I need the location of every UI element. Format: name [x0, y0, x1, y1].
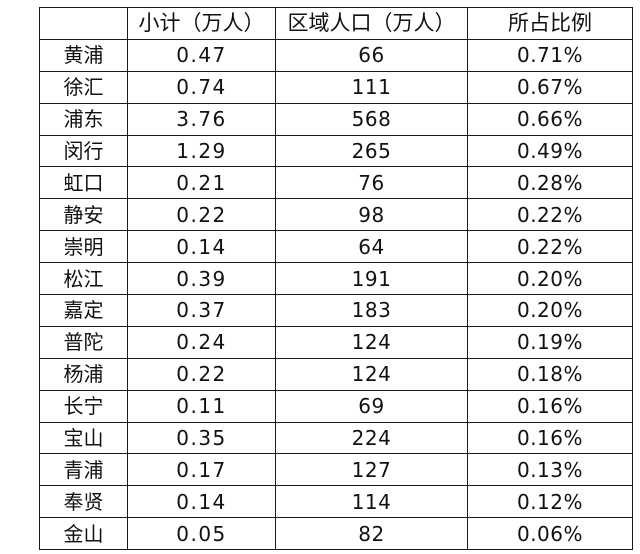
population-cell[interactable]: 127 — [275, 453, 468, 487]
subtotal-cell[interactable]: 0.05 — [127, 517, 276, 551]
population-cell[interactable]: 64 — [275, 230, 468, 264]
district-cell[interactable]: 青浦 — [39, 453, 128, 487]
header-row: 小计（万人） 区域人口（万人） 所占比例 — [39, 7, 633, 40]
subtotal-cell[interactable]: 0.14 — [127, 485, 276, 519]
table-row: 浦东 3.76 568 0.66% — [39, 102, 633, 136]
table-row: 宝山 0.35 224 0.16% — [39, 421, 633, 455]
table-row: 金山 0.05 82 0.06% — [39, 517, 633, 551]
district-cell[interactable]: 浦东 — [39, 102, 128, 136]
district-cell[interactable]: 杨浦 — [39, 357, 128, 391]
subtotal-cell[interactable]: 0.17 — [127, 453, 276, 487]
ratio-cell[interactable]: 0.19% — [467, 325, 633, 359]
subtotal-cell[interactable]: 1.29 — [127, 134, 276, 168]
district-cell[interactable]: 静安 — [39, 198, 128, 232]
header-cell-corner[interactable] — [39, 7, 128, 40]
district-cell[interactable]: 普陀 — [39, 325, 128, 359]
subtotal-cell[interactable]: 0.22 — [127, 357, 276, 391]
table-row: 嘉定 0.37 183 0.20% — [39, 294, 633, 327]
table-row: 虹口 0.21 76 0.28% — [39, 166, 633, 200]
subtotal-cell[interactable]: 0.74 — [127, 70, 276, 104]
population-cell[interactable]: 69 — [275, 389, 468, 423]
ratio-cell[interactable]: 0.20% — [467, 262, 633, 296]
population-table: 小计（万人） 区域人口（万人） 所占比例 黄浦 0.47 66 0.71% 徐汇 0.74… — [39, 7, 633, 551]
district-cell[interactable]: 长宁 — [39, 389, 128, 423]
ratio-cell[interactable]: 0.49% — [467, 134, 633, 168]
table-body: 黄浦 0.47 66 0.71% 徐汇 0.74 111 0.67% 浦东 3.76 568 0.66… — [39, 38, 633, 551]
subtotal-cell[interactable]: 0.22 — [127, 198, 276, 232]
table-row: 松江 0.39 191 0.20% — [39, 262, 633, 296]
district-cell[interactable]: 黄浦 — [39, 38, 128, 72]
population-cell[interactable]: 111 — [275, 70, 468, 104]
subtotal-cell[interactable]: 0.21 — [127, 166, 276, 200]
subtotal-cell[interactable]: 0.24 — [127, 325, 276, 359]
population-cell[interactable]: 82 — [275, 517, 468, 551]
population-cell[interactable]: 114 — [275, 485, 468, 519]
population-cell[interactable]: 224 — [275, 421, 468, 455]
ratio-cell[interactable]: 0.67% — [467, 70, 633, 104]
ratio-cell[interactable]: 0.18% — [467, 357, 633, 391]
district-cell[interactable]: 奉贤 — [39, 485, 128, 519]
table-row: 奉贤 0.14 114 0.12% — [39, 485, 633, 519]
population-cell[interactable]: 191 — [275, 262, 468, 296]
ratio-cell[interactable]: 0.16% — [467, 421, 633, 455]
ratio-cell[interactable]: 0.13% — [467, 453, 633, 487]
district-cell[interactable]: 松江 — [39, 262, 128, 296]
table-row: 崇明 0.14 64 0.22% — [39, 230, 633, 264]
subtotal-cell[interactable]: 0.14 — [127, 230, 276, 264]
ratio-cell[interactable]: 0.28% — [467, 166, 633, 200]
district-cell[interactable]: 闵行 — [39, 134, 128, 168]
population-cell[interactable]: 76 — [275, 166, 468, 200]
population-cell[interactable]: 124 — [275, 325, 468, 359]
table-row: 青浦 0.17 127 0.13% — [39, 453, 633, 487]
header-cell-population[interactable]: 区域人口（万人） — [275, 7, 468, 40]
ratio-cell[interactable]: 0.20% — [467, 294, 633, 327]
header-cell-subtotal[interactable]: 小计（万人） — [127, 7, 276, 40]
table-row: 黄浦 0.47 66 0.71% — [39, 38, 633, 72]
subtotal-cell[interactable]: 0.39 — [127, 262, 276, 296]
district-cell[interactable]: 崇明 — [39, 230, 128, 264]
subtotal-cell[interactable]: 0.47 — [127, 38, 276, 72]
ratio-cell[interactable]: 0.71% — [467, 38, 633, 72]
ratio-cell[interactable]: 0.66% — [467, 102, 633, 136]
district-cell[interactable]: 嘉定 — [39, 294, 128, 327]
table-row: 闵行 1.29 265 0.49% — [39, 134, 633, 168]
ratio-cell[interactable]: 0.06% — [467, 517, 633, 551]
population-cell[interactable]: 265 — [275, 134, 468, 168]
table-row: 徐汇 0.74 111 0.67% — [39, 70, 633, 104]
table-row: 杨浦 0.22 124 0.18% — [39, 357, 633, 391]
ratio-cell[interactable]: 0.22% — [467, 198, 633, 232]
subtotal-cell[interactable]: 0.35 — [127, 421, 276, 455]
subtotal-cell[interactable]: 3.76 — [127, 102, 276, 136]
ratio-cell[interactable]: 0.12% — [467, 485, 633, 519]
population-cell[interactable]: 124 — [275, 357, 468, 391]
table-row: 长宁 0.11 69 0.16% — [39, 389, 633, 423]
population-cell[interactable]: 66 — [275, 38, 468, 72]
population-cell[interactable]: 568 — [275, 102, 468, 136]
district-cell[interactable]: 金山 — [39, 517, 128, 551]
ratio-cell[interactable]: 0.16% — [467, 389, 633, 423]
header-cell-ratio[interactable]: 所占比例 — [467, 7, 633, 40]
ratio-cell[interactable]: 0.22% — [467, 230, 633, 264]
subtotal-cell[interactable]: 0.37 — [127, 294, 276, 327]
table-row: 静安 0.22 98 0.22% — [39, 198, 633, 232]
table-row: 普陀 0.24 124 0.19% — [39, 325, 633, 359]
district-cell[interactable]: 徐汇 — [39, 70, 128, 104]
subtotal-cell[interactable]: 0.11 — [127, 389, 276, 423]
district-cell[interactable]: 宝山 — [39, 421, 128, 455]
district-cell[interactable]: 虹口 — [39, 166, 128, 200]
population-cell[interactable]: 98 — [275, 198, 468, 232]
population-cell[interactable]: 183 — [275, 294, 468, 327]
